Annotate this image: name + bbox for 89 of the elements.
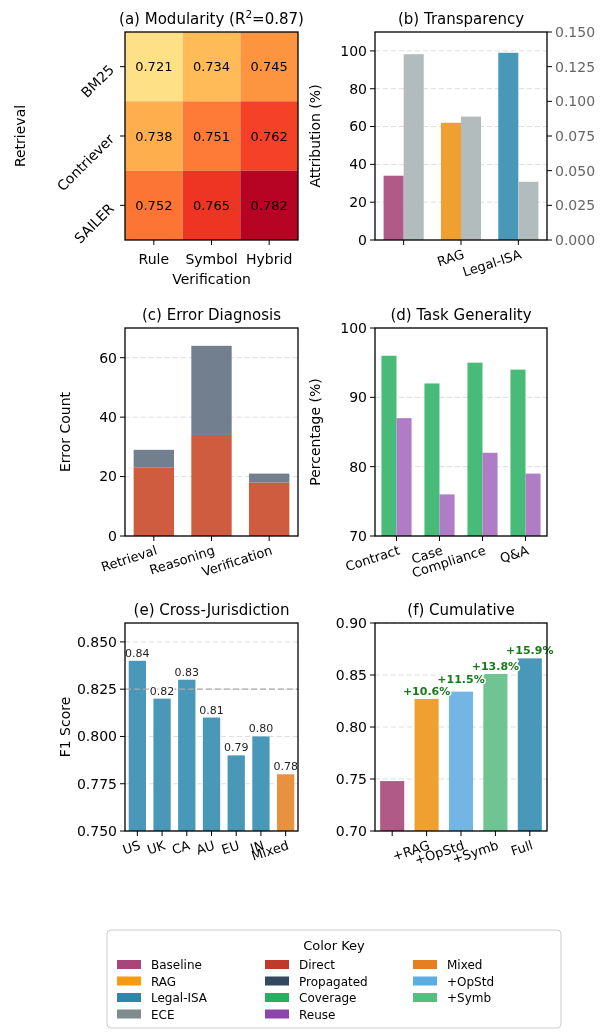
y-tick-label: 0.825 [76,681,117,698]
y2-tick-label: 0.000 [555,231,596,248]
bar [518,181,539,240]
x-tick-label: AU [194,837,217,858]
category-label: Reuse [299,1007,336,1022]
category-label: Baseline [151,958,202,972]
y2-tick-label: 0.100 [555,93,596,110]
bar [133,467,175,536]
y-tick-label: 0 [358,231,367,248]
y-tick-label: 0.85 [335,666,367,683]
data-label: 0.752 [135,197,173,213]
category-label: Legal-ISA [151,991,208,1005]
category-label: Coverage [299,991,357,1005]
category-label: +Symb [447,991,492,1005]
bar [498,52,519,240]
bar [133,449,175,468]
category-label: Direct [299,958,336,972]
y2-tick-label: 0.025 [555,197,596,214]
category-label: Propagated [299,974,368,989]
y-tick-label: 40 [349,156,367,173]
chart-title: (f) Cumulative [407,601,515,619]
bar [403,54,424,240]
y-tick-label: 0.775 [76,775,117,792]
y2-tick-label: 0.050 [555,162,596,179]
y-tick-label: 80 [349,458,367,475]
y-tick-label: 0 [108,527,117,544]
y-axis-title: F1 Score [57,696,73,758]
y-tick-label: 80 [349,80,367,97]
annotation: +10.6% [402,684,451,698]
chart-title: (a) Modularity (R$^{2}$=0.87) [119,8,304,28]
y-tick-label: 20 [99,468,117,485]
y-tick-label: 0.800 [76,728,117,745]
y-axis-title: Error Count [57,391,73,473]
category-label: Mixed [447,958,483,972]
x-tick-label: Rule [138,251,170,267]
data-label: 0.762 [250,128,288,144]
x-tick-label: US [120,837,143,858]
data-label: 0.721 [135,59,173,75]
y-tick-label: 20 [349,194,367,211]
bar [248,482,290,536]
y-tick-label: 70 [349,527,367,544]
data-label: 0.745 [250,59,288,75]
y-tick-label: 40 [99,409,117,426]
y-tick-label: 60 [349,118,367,135]
chart-title: (b) Transparency [397,10,525,28]
y2-tick-label: 0.125 [555,58,596,75]
x-tick-label: EU [219,837,242,858]
y-tick-label: 100 [340,42,367,59]
y-tick-label: 0.80 [335,718,367,735]
chart-title: (c) Error Diagnosis [142,306,282,324]
y-tick-label: 90 [349,389,367,406]
y-tick-label: 60 [99,349,117,366]
y-axis-title: Attribution (%) [307,84,323,188]
data-label: 0.82 [149,684,175,698]
y-tick-label: 0.750 [76,822,117,839]
bar [191,434,232,536]
data-label: 0.738 [135,128,173,144]
category-label: RAG [151,974,177,989]
x-tick-label: Full [508,837,535,859]
category-label: +OpStd [447,974,495,989]
chart-title: (d) Task Generality [390,306,532,324]
y2-tick-label: 0.075 [555,127,596,144]
data-label: 0.80 [248,722,274,736]
data-label: 0.83 [174,665,200,679]
x-axis-title: Verification [172,271,251,287]
data-label: 0.79 [223,741,249,755]
data-label: 0.782 [250,197,288,213]
data-label: 0.734 [192,59,231,75]
y-tick-label: 0.75 [335,770,367,787]
data-label: 0.81 [199,703,224,717]
y-tick-label: 0.70 [335,822,367,839]
text: Color Key [303,938,366,953]
data-label: 0.751 [192,128,231,144]
data-label: 0.765 [192,197,231,213]
chart-title: (e) Cross-Jurisdiction [133,601,290,619]
x-tick-label: Hybrid [246,251,293,267]
bar [248,473,290,483]
x-tick-label: UK [145,837,168,858]
y-tick-label: 0.850 [76,633,117,650]
y-tick-label: 0.90 [335,614,367,631]
y-tick-label: 100 [340,319,367,336]
bar [191,345,232,435]
y-axis-title: Retrieval [12,104,28,168]
x-tick-label: CA [169,837,192,858]
y2-tick-label: 0.150 [555,23,596,40]
x-tick-label: Q&A [497,542,531,566]
category-label: ECE [151,1007,175,1022]
y-axis-title: Percentage (%) [307,378,323,486]
x-tick-label: Symbol [185,251,238,267]
